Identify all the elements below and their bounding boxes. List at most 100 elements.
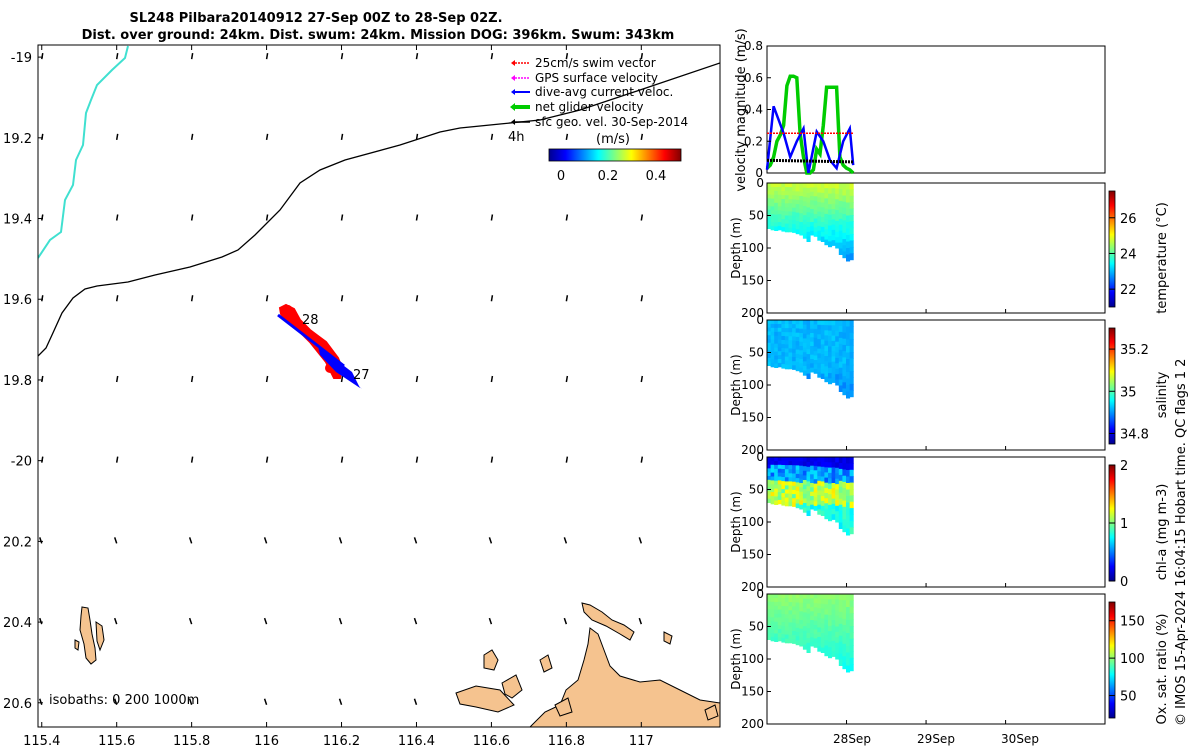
section-cell [806,339,811,345]
section-cell [842,594,847,601]
section-cell [838,600,843,607]
surface-velocity-arrow [265,214,269,221]
section-cell [842,369,847,377]
section-cell [792,348,797,354]
section-cell [767,601,772,606]
section-cell [788,336,793,341]
section-cell [828,652,833,659]
section-cell [831,366,836,373]
section-cell [824,635,829,641]
surface-velocity-arrow [565,52,569,60]
section-cell [835,347,840,353]
section-cell [770,636,775,642]
section-cell [792,598,797,603]
section-cell [817,343,822,350]
section-cell [817,499,822,506]
section-cell [777,464,782,470]
section-cell [835,648,840,655]
section-cell [835,610,840,617]
section-cell [792,357,797,362]
section-cell [770,202,775,207]
section-cell [842,332,847,340]
map-y-tick-label: 20.6 [3,697,32,712]
section-cell [828,631,833,637]
section-cell [781,497,786,502]
section-cell [849,352,854,359]
section-cell [846,391,851,399]
legend-item-swim: 25cm/s swim vector [511,56,656,70]
section-cell [795,324,800,329]
section-cell [817,230,822,236]
section-cell [774,492,779,498]
section-cell [770,214,775,219]
section-cell [788,598,793,603]
section-cell [781,594,786,599]
section-cell [774,351,779,357]
section-cell [842,612,847,620]
section-cell [817,235,822,241]
section-cell [813,625,818,630]
section-cell [802,626,807,632]
section-cell [810,187,815,193]
section-cell [820,457,825,463]
section-cell [784,614,789,619]
section-cell [824,619,829,626]
section-cell [820,613,825,619]
section-cell [788,477,793,482]
legend-item-geo: sfc geo. vel. 30-Sep-2014 [511,115,688,129]
section-cell [835,631,840,638]
section-cell [767,479,772,485]
section-cell [817,320,822,326]
section-cell [831,646,836,652]
section-cell [846,509,851,516]
section-cell [795,490,800,496]
section-cell [810,487,815,493]
section-cell [824,640,829,646]
colorbar-tick-label: 34.8 [1120,427,1149,442]
section-cell [799,500,804,506]
map-x-axis: 115.4 115.6 115.8 116 116.2 116.4 116.6 116.8 11… [23,45,654,749]
section-cell [824,624,829,631]
section-cell [788,469,793,474]
section-cell [817,372,822,378]
section-y-tick-label: 150 [741,411,764,425]
section-cell [777,472,782,477]
section-cell [831,346,836,352]
section-cell [770,468,775,474]
section-cell [792,211,797,217]
section-cell [788,360,793,366]
surface-velocity-arrow [115,456,119,463]
colorbar-tick-0: 0 [557,169,565,184]
section-cell [784,211,789,216]
section-cell [781,501,786,506]
section-cell [846,463,851,471]
section-cell [828,488,833,495]
section-cell [817,632,822,638]
section-cell [799,320,804,325]
section-cell [802,498,807,504]
section-cell [831,614,836,621]
section-cell [810,500,815,506]
section-cell [820,231,825,238]
section-cell [842,189,847,196]
section-cell [770,210,775,215]
section-cell [828,320,833,326]
section-cell [831,351,836,357]
section-cell [777,460,782,466]
section-cell [810,483,815,488]
section-cell [777,218,782,223]
section-cell [774,363,779,368]
colorbar-tick-label: 35.2 [1120,343,1149,358]
section-cell [831,219,836,226]
surface-velocity-arrow [640,133,644,140]
section-cell [846,496,851,503]
section-cell [820,618,825,624]
section-cell [824,224,829,230]
section-cell [770,320,775,325]
section-cell [788,489,793,495]
section-cell [770,496,775,501]
section-cell [817,608,822,614]
section-cell [788,332,793,337]
section-cell [824,630,829,636]
section-cell [842,201,847,209]
